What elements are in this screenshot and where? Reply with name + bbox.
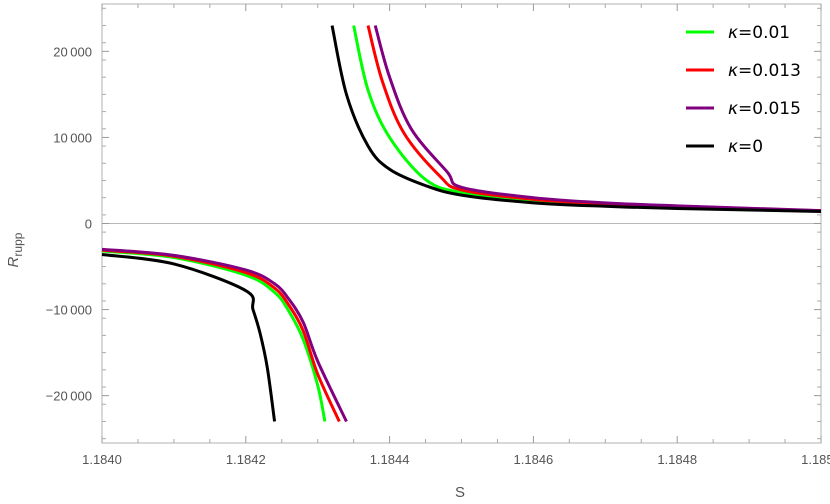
x-tick-label: 1.1850 xyxy=(801,452,830,467)
y-tick-label: 10 000 xyxy=(53,130,92,145)
x-tick-label: 1.1848 xyxy=(657,452,697,467)
y-axis-label-subscript: rupp xyxy=(11,232,25,256)
x-tick-label: 1.1842 xyxy=(226,452,266,467)
x-tick-label: 1.1846 xyxy=(514,452,554,467)
series-line-3-branch-1 xyxy=(330,25,822,213)
y-tick-label: 0 xyxy=(85,217,92,232)
legend-label: κ=0 xyxy=(728,137,763,157)
legend-label: κ=0.015 xyxy=(728,99,801,119)
y-tick-label: −10 000 xyxy=(46,303,92,318)
y-axis-label-group: Rrupp xyxy=(5,232,25,267)
series-lines xyxy=(101,25,822,423)
series-line-1-branch-0 xyxy=(101,248,341,423)
series-line-2-branch-0 xyxy=(101,247,348,423)
x-axis-label: S xyxy=(455,484,465,501)
svg-text:Rrupp: Rrupp xyxy=(5,232,25,267)
y-tick-label: 20 000 xyxy=(53,44,92,59)
y-axis-label: R xyxy=(5,256,22,267)
series-line-3-branch-0 xyxy=(101,253,277,422)
legend-label: κ=0.01 xyxy=(728,23,790,43)
axis-ticks: 1.1840 1.1842 1.1844 1.1846 1.1848 1.1850 20 0… xyxy=(46,4,830,467)
y-tick-label: −20 000 xyxy=(46,389,92,404)
x-tick-label: 1.1840 xyxy=(82,452,122,467)
series-line-2-branch-1 xyxy=(373,25,822,213)
legend-label: κ=0.013 xyxy=(728,61,801,81)
x-tick-label: 1.1844 xyxy=(370,452,410,467)
legend: κ=0.01 κ=0.013 κ=0.015 κ=0 xyxy=(686,23,801,157)
